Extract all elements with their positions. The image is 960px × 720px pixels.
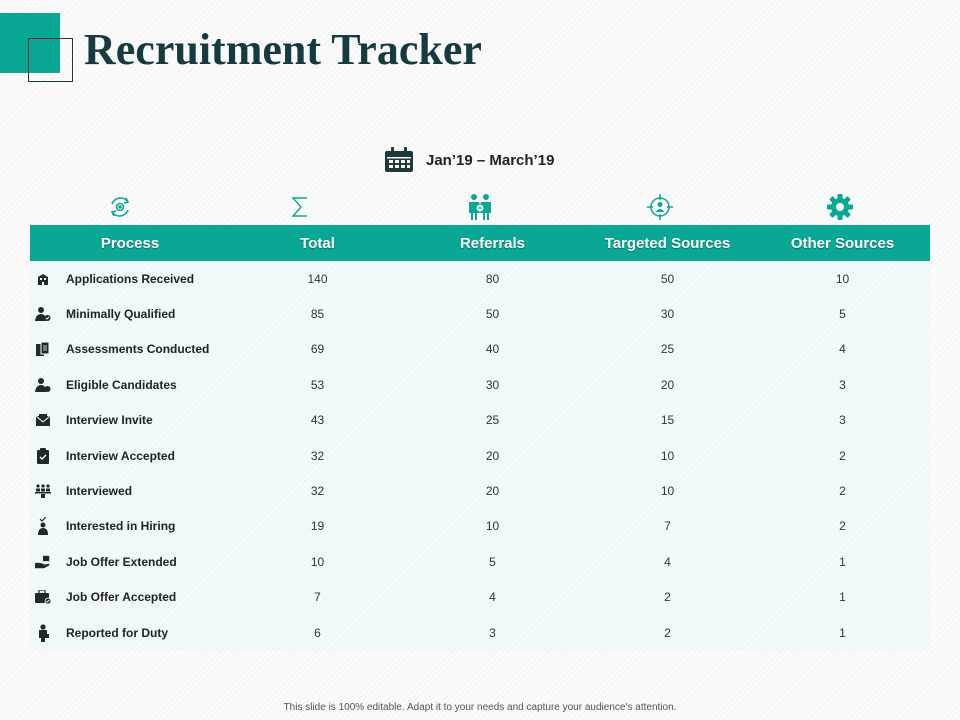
cell-targeted-sources: 2	[664, 625, 671, 640]
cell-targeted-sources: 2	[664, 590, 671, 605]
cell-other-sources: 2	[839, 519, 846, 534]
page-title: Recruitment Tracker	[84, 25, 482, 74]
table-row: Reported for Duty 6 3 2 1	[30, 615, 930, 650]
cell-other-sources: 4	[839, 342, 846, 357]
cell-total: 43	[310, 413, 325, 428]
cell-total: 19	[310, 519, 325, 534]
cell-referrals: 10	[485, 519, 500, 534]
cell-other-sources: 1	[839, 590, 846, 605]
cell-total: 10	[310, 554, 325, 569]
target-person-icon	[645, 192, 675, 222]
decorative-outline-square	[28, 38, 73, 82]
envelope-icon	[35, 412, 51, 428]
cell-other-sources: 10	[835, 271, 850, 286]
column-icons	[30, 192, 930, 222]
decorative-teal-square	[0, 13, 60, 73]
cell-other-sources: 1	[839, 554, 846, 569]
table-header: Process Total Referrals Targeted Sources…	[30, 225, 930, 261]
cell-referrals: 4	[489, 590, 496, 605]
cell-targeted-sources: 4	[664, 554, 671, 569]
table-row: Interview Invite 43 25 15 3	[30, 403, 930, 438]
cell-targeted-sources: 15	[660, 413, 675, 428]
briefcase-check-icon	[35, 589, 51, 605]
process-label: Applications Received	[66, 271, 195, 286]
documents-icon	[35, 341, 51, 357]
recruitment-table: Process Total Referrals Targeted Sources…	[30, 225, 930, 651]
cell-targeted-sources: 50	[660, 271, 675, 286]
building-icon	[35, 271, 51, 287]
cell-referrals: 80	[485, 271, 500, 286]
user-check-icon	[35, 306, 51, 322]
gear-icon	[825, 192, 855, 222]
cell-other-sources: 2	[839, 484, 846, 499]
cell-total: 69	[310, 342, 325, 357]
businessman-icon	[35, 623, 51, 642]
cell-referrals: 5	[489, 554, 496, 569]
table-row: Minimally Qualified 85 50 30 5	[30, 296, 930, 331]
process-label: Interview Accepted	[66, 448, 175, 463]
process-label: Job Offer Accepted	[66, 590, 177, 605]
process-label: Eligible Candidates	[66, 377, 177, 392]
person-check-icon	[35, 517, 51, 536]
header-other-sources: Other Sources	[790, 234, 895, 252]
table-row: Interested in Hiring 19 10 7 2	[30, 509, 930, 544]
header-total: Total	[300, 234, 335, 252]
couple-icon	[465, 192, 495, 222]
cell-targeted-sources: 10	[660, 484, 675, 499]
table-row: Job Offer Extended 10 5 4 1	[30, 544, 930, 579]
process-label: Interested in Hiring	[66, 519, 176, 534]
cell-targeted-sources: 25	[660, 342, 675, 357]
table-row: Job Offer Accepted 7 4 2 1	[30, 580, 930, 615]
cell-total: 32	[310, 448, 325, 463]
table-row: Applications Received 140 80 50 10	[30, 261, 930, 296]
cell-referrals: 3	[489, 625, 496, 640]
cell-targeted-sources: 10	[660, 448, 675, 463]
sigma-icon	[285, 192, 315, 222]
table-body: Applications Received 140 80 50 10 Minim…	[30, 261, 930, 651]
cell-other-sources: 1	[839, 625, 846, 640]
cell-total: 85	[310, 307, 325, 322]
cell-total: 7	[314, 590, 321, 605]
date-range-label: Jan’19 – March’19	[426, 151, 555, 169]
footer-note: This slide is 100% editable. Adapt it to…	[283, 702, 677, 713]
cell-targeted-sources: 7	[664, 519, 671, 534]
cell-referrals: 20	[485, 484, 500, 499]
cell-referrals: 25	[485, 413, 500, 428]
cell-total: 6	[314, 625, 321, 640]
table-row: Assessments Conducted 69 40 25 4	[30, 332, 930, 367]
cell-other-sources: 3	[839, 413, 846, 428]
group-icon	[35, 483, 51, 499]
cell-other-sources: 2	[839, 448, 846, 463]
table-row: Eligible Candidates 53 30 20 3	[30, 367, 930, 402]
cell-referrals: 50	[485, 307, 500, 322]
clipboard-check-icon	[35, 447, 51, 464]
header-referrals: Referrals	[459, 234, 526, 252]
cell-targeted-sources: 30	[660, 307, 675, 322]
header-process: Process	[100, 234, 160, 252]
user-badge-icon	[35, 377, 51, 393]
cell-other-sources: 5	[839, 307, 846, 322]
process-label: Interview Invite	[66, 413, 153, 428]
process-label: Reported for Duty	[66, 625, 168, 640]
calendar-icon	[384, 147, 414, 173]
process-cycle-icon	[105, 192, 135, 222]
process-label: Assessments Conducted	[66, 342, 210, 357]
process-label: Interviewed	[66, 484, 133, 499]
cell-referrals: 30	[485, 377, 500, 392]
cell-referrals: 20	[485, 448, 500, 463]
cell-total: 32	[310, 484, 325, 499]
cell-total: 140	[307, 271, 328, 286]
process-label: Minimally Qualified	[66, 307, 176, 322]
hand-offer-icon	[35, 554, 51, 570]
cell-referrals: 40	[485, 342, 500, 357]
process-label: Job Offer Extended	[66, 554, 177, 569]
header-targeted-sources: Targeted Sources	[604, 234, 731, 252]
date-range: Jan’19 – March’19	[384, 145, 554, 175]
table-row: Interview Accepted 32 20 10 2	[30, 438, 930, 473]
table-row: Interviewed 32 20 10 2	[30, 473, 930, 508]
cell-targeted-sources: 20	[660, 377, 675, 392]
cell-total: 53	[310, 377, 325, 392]
cell-other-sources: 3	[839, 377, 846, 392]
